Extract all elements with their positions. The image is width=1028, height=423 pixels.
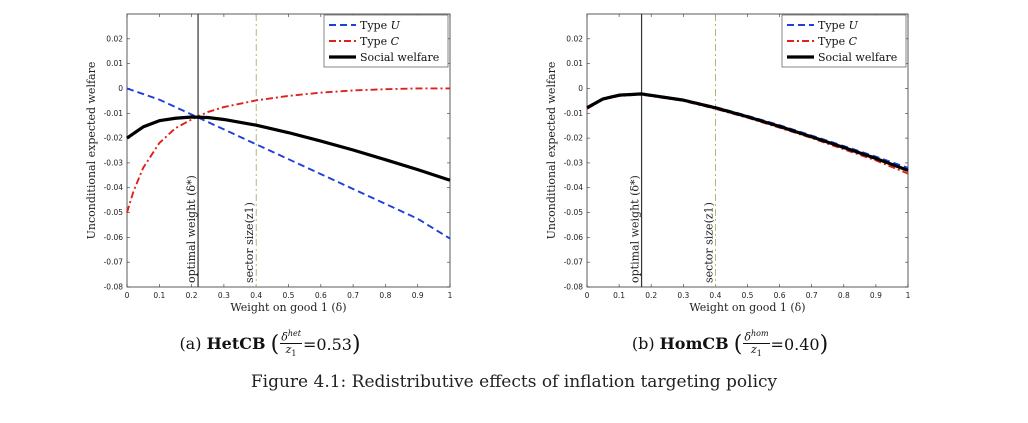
legend: Type U Type C Social welfare [781, 14, 907, 68]
caption-hom-paren-close: ) [819, 331, 829, 357]
chart-het: 0 0.1 0.2 0.3 0.4 0.5 0.6 0.7 0.8 0.9 10.020.010-0… [85, 13, 453, 314]
caption-het: (a) HetCB (δhet z1 =0.53) [150, 329, 390, 359]
caption-het-paren-close: ) [351, 331, 361, 357]
caption-hom-fraction: δhom z1 [743, 329, 770, 359]
legend-label: Social welfare [360, 51, 439, 64]
y-tick-label: -0.05 [564, 208, 584, 217]
x-tick-label: 1 [906, 291, 911, 300]
y-tick-label: 0.02 [106, 34, 123, 43]
x-tick-label: 0.5 [742, 291, 754, 300]
x-tick-label: 0.9 [870, 291, 882, 300]
x-tick-label: 0.9 [412, 291, 424, 300]
chart-hom: 0 0.1 0.2 0.3 0.4 0.5 0.6 0.7 0.8 0.9 10.020.010-0… [545, 13, 911, 314]
x-tick-label: 0.1 [613, 291, 625, 300]
y-tick-label: -0.07 [104, 258, 124, 267]
x-axis-label: Weight on good 1 (δ) [230, 301, 346, 314]
caption-hom-equals: = [770, 334, 784, 354]
caption-het-value: 0.53 [316, 334, 352, 354]
x-tick-label: 0 [125, 291, 130, 300]
caption-het-frac-den: z [285, 343, 292, 357]
caption-hom-frac-den: z [750, 343, 757, 357]
y-tick-label: -0.08 [104, 283, 124, 292]
caption-het-paren-open: ( [270, 331, 280, 357]
x-axis-label: Weight on good 1 (δ) [689, 301, 805, 314]
series-line-type-c [126, 87, 450, 213]
y-tick-label: -0.04 [104, 183, 124, 192]
x-tick-label: 0.3 [218, 291, 230, 300]
legend-label: Social welfare [818, 51, 897, 64]
y-axis-label: Unconditional expected welfare [545, 62, 558, 240]
y-tick-label: -0.02 [104, 134, 124, 143]
y-axis-label: Unconditional expected welfare [85, 62, 98, 240]
y-tick-label: -0.08 [564, 283, 584, 292]
x-tick-label: 0.7 [806, 291, 818, 300]
optimal-weight-label: optimal weight (δ*) [629, 175, 642, 283]
caption-hom-name: HomCB [659, 333, 729, 353]
y-tick-label: -0.01 [104, 109, 124, 118]
x-tick-label: 0 [585, 291, 590, 300]
x-tick-label: 0.8 [379, 291, 391, 300]
legend: Type U Type C Social welfare [323, 14, 449, 68]
series-line-social-welfare [126, 115, 451, 182]
caption-het-frac-sub: 1 [291, 349, 297, 359]
y-tick-label: 0 [578, 84, 583, 93]
x-tick-label: 0.8 [838, 291, 850, 300]
x-tick-label: 0.7 [347, 291, 359, 300]
legend-label: Type C [360, 35, 400, 48]
x-tick-label: 0.2 [645, 291, 657, 300]
caption-het-frac-num: δ [281, 330, 288, 344]
caption-het-name: HetCB [206, 333, 266, 353]
y-tick-label: -0.03 [104, 158, 124, 167]
series-line-type-u [126, 87, 451, 240]
x-tick-label: 1 [448, 291, 453, 300]
figure-caption: Figure 4.1: Redistributive effects of in… [250, 372, 778, 392]
optimal-weight-label: optimal weight (δ*) [185, 175, 198, 283]
sector-size-label: sector size(z1) [702, 202, 715, 283]
x-tick-label: 0.1 [153, 291, 165, 300]
caption-het-equals: = [302, 334, 317, 354]
x-tick-label: 0.4 [250, 291, 262, 300]
caption-het-fraction: δhet z1 [280, 329, 302, 359]
y-tick-label: -0.01 [564, 109, 584, 118]
y-tick-label: -0.04 [564, 183, 584, 192]
x-tick-label: 0.2 [186, 291, 198, 300]
x-tick-label: 0.5 [283, 291, 295, 300]
y-tick-label: -0.03 [564, 158, 584, 167]
caption-hom-paren-open: ( [733, 331, 743, 357]
caption-hom-frac-sub: 1 [756, 349, 762, 359]
y-tick-label: 0.01 [106, 59, 123, 68]
series-line-social-welfare [586, 92, 909, 172]
caption-hom-prefix: (b) [631, 333, 655, 353]
x-tick-label: 0.6 [315, 291, 327, 300]
caption-hom: (b) HomCB (δhom z1 =0.40) [610, 329, 850, 359]
x-tick-label: 0.4 [709, 291, 721, 300]
y-tick-label: -0.05 [104, 208, 124, 217]
y-tick-label: -0.07 [564, 258, 584, 267]
y-tick-label: -0.06 [564, 233, 584, 242]
legend-label: Type U [360, 19, 401, 32]
y-tick-label: -0.02 [564, 134, 584, 143]
y-tick-label: 0.02 [566, 34, 583, 43]
y-tick-label: 0.01 [566, 59, 583, 68]
caption-hom-frac-sup: hom [750, 329, 769, 338]
caption-het-prefix: (a) [179, 333, 202, 353]
caption-hom-frac-num: δ [744, 330, 751, 344]
caption-het-frac-sup: het [287, 329, 301, 338]
sector-size-label: sector size(z1) [243, 202, 256, 283]
x-tick-label: 0.6 [774, 291, 786, 300]
x-tick-label: 0.3 [677, 291, 689, 300]
legend-label: Type C [818, 35, 858, 48]
y-tick-label: 0 [118, 84, 123, 93]
caption-hom-value: 0.40 [783, 334, 820, 354]
y-tick-label: -0.06 [104, 233, 124, 242]
legend-label: Type U [818, 19, 859, 32]
